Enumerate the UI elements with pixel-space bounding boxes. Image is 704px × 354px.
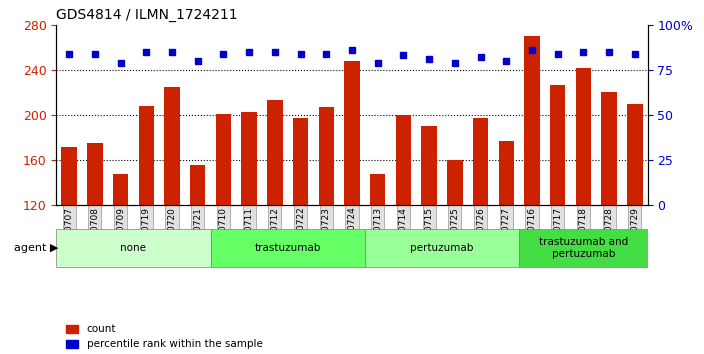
Bar	[164, 87, 180, 205]
Bar	[422, 126, 437, 205]
Bar	[473, 119, 489, 205]
Text: pertuzumab: pertuzumab	[410, 243, 474, 253]
FancyBboxPatch shape	[365, 229, 519, 267]
Bar	[344, 61, 360, 205]
Text: none: none	[120, 243, 146, 253]
Bar	[293, 119, 308, 205]
Text: trastuzumab and
pertuzumab: trastuzumab and pertuzumab	[539, 237, 628, 259]
Bar	[319, 107, 334, 205]
FancyBboxPatch shape	[56, 229, 210, 267]
Bar	[267, 101, 282, 205]
FancyBboxPatch shape	[210, 229, 365, 267]
Bar	[139, 106, 154, 205]
Bar	[61, 147, 77, 205]
Bar	[87, 143, 103, 205]
Legend: count, percentile rank within the sample: count, percentile rank within the sample	[61, 320, 267, 354]
Bar	[627, 104, 643, 205]
Text: agent ▶: agent ▶	[14, 243, 58, 253]
Bar	[113, 174, 128, 205]
Bar	[550, 85, 565, 205]
Bar	[241, 112, 257, 205]
Bar	[601, 92, 617, 205]
Bar	[576, 68, 591, 205]
Bar	[370, 174, 385, 205]
Text: GDS4814 / ILMN_1724211: GDS4814 / ILMN_1724211	[56, 8, 238, 22]
Bar	[498, 141, 514, 205]
Bar	[190, 165, 206, 205]
Bar	[524, 36, 540, 205]
Bar	[215, 114, 231, 205]
Text: trastuzumab: trastuzumab	[255, 243, 321, 253]
FancyBboxPatch shape	[519, 229, 648, 267]
Bar	[447, 160, 463, 205]
Bar	[396, 115, 411, 205]
